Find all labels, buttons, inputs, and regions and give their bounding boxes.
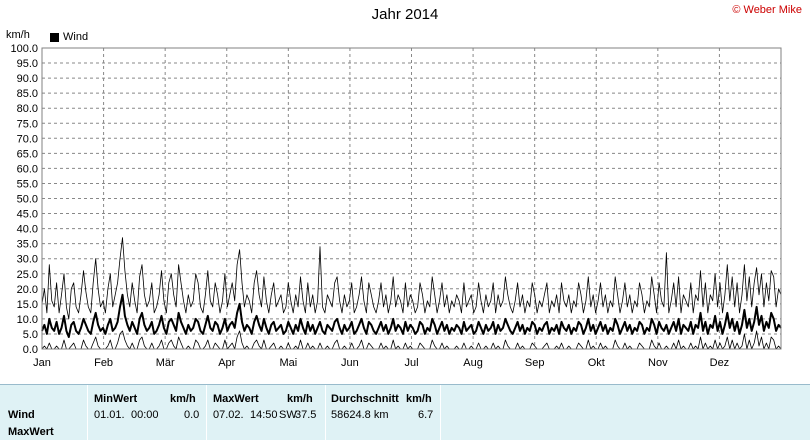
avg-value: 6.7 [418,409,434,421]
x-tick-label: Mär [156,357,175,369]
series-line-avg [41,293,782,338]
y-tick-label: 35.0 [17,239,38,251]
min-date: 01.01. [94,409,125,421]
x-tick-label: Aug [463,357,483,369]
y-tick-label: 75.0 [17,118,38,130]
legend-swatch [50,32,59,42]
plot-frame [41,47,782,350]
separator [206,385,207,440]
y-tick-label: 90.0 [17,73,38,85]
min-time: 00:00 [131,409,159,421]
y-tick-label: 20.0 [17,284,38,296]
x-axis-ticks: Jan Feb Mär Apr Mai Jun Jul Aug Sep Okt Nov Dez [33,357,729,369]
y-tick-label: 85.0 [17,88,38,100]
y-tick-label: 45.0 [17,209,38,221]
x-tick-label: Apr [218,357,235,369]
separator [325,385,326,440]
x-tick-label: Jul [404,357,418,369]
x-tick-label: Okt [588,357,605,369]
y-tick-label: 95.0 [17,58,38,70]
y-tick-label: 40.0 [17,224,38,236]
legend-label-wind: Wind [63,31,89,43]
chart-title: Jahr 2014 [371,6,439,23]
y-tick-label: 10.0 [17,314,38,326]
y-tick-label: 50.0 [17,194,38,206]
separator [440,385,441,440]
x-tick-label: Mai [279,357,297,369]
chart: 0.0 5.0 10.0 15.0 20.0 25.0 30.0 35.0 40.0 45.0 50… [10,43,782,369]
y-tick-label: 0.0 [23,344,38,356]
x-tick-label: Feb [94,357,113,369]
max-direction: SW [279,409,297,421]
stats-panel: Wind MaxWert MinWert km/h 01.01. 00:00 0… [0,384,810,440]
separator [87,385,88,440]
y-tick-label: 60.0 [17,163,38,175]
y-tick-label: 55.0 [17,178,38,190]
y-tick-label: 70.0 [17,133,38,145]
y-tick-label: 5.0 [23,329,38,341]
max-time: 14:50 [250,409,278,421]
avg-distance: 58624.8 km [331,409,389,421]
min-header: MinWert [94,393,138,405]
series-line-max [41,237,782,320]
legend: Wind [50,31,88,43]
y-tick-label: 65.0 [17,148,38,160]
avg-header: Durchschnitt [331,393,399,405]
x-tick-label: Nov [648,357,668,369]
y-tick-label: 15.0 [17,299,38,311]
y-tick-label: 100.0 [10,43,38,55]
avg-unit: km/h [406,393,432,405]
y-tick-label: 25.0 [17,269,38,281]
max-date: 07.02. [213,409,244,421]
x-tick-label: Jun [341,357,359,369]
max-unit: km/h [287,393,313,405]
copyright-label: © Weber Mike [732,4,802,16]
row-label-maxwert: MaxWert [8,426,54,438]
chart-grid [42,48,781,349]
max-header: MaxWert [213,393,259,405]
y-tick-label: 80.0 [17,103,38,115]
y-tick-label: 30.0 [17,254,38,266]
x-tick-label: Jan [33,357,51,369]
min-value: 0.0 [184,409,200,421]
y-axis-unit: km/h [6,29,30,41]
x-tick-label: Dez [710,357,730,369]
min-unit: km/h [170,393,196,405]
row-label-wind: Wind [8,409,35,421]
x-tick-label: Sep [525,357,545,369]
max-value: 37.5 [295,409,317,421]
y-axis-ticks: 0.0 5.0 10.0 15.0 20.0 25.0 30.0 35.0 40.0 45.0 50… [10,43,38,356]
